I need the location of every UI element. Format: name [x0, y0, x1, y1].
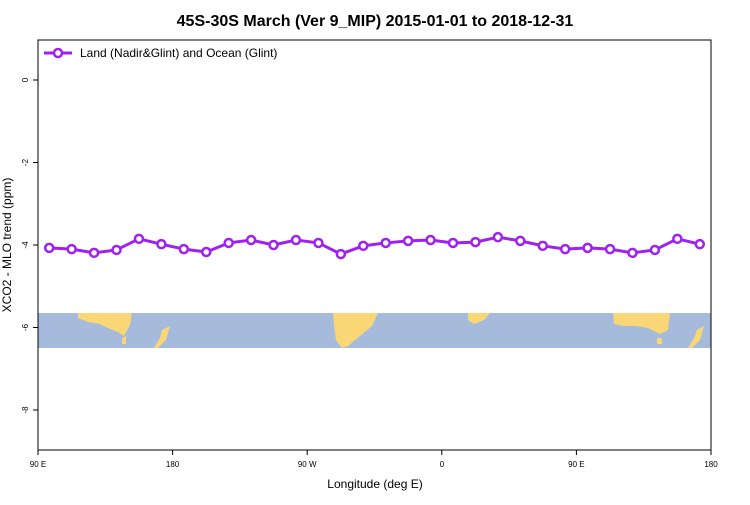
data-point: [559, 243, 571, 255]
data-point: [402, 235, 414, 247]
data-point: [178, 243, 190, 255]
data-point: [245, 234, 257, 246]
map-land: [122, 336, 126, 344]
y-tick-label: -8: [21, 406, 30, 414]
data-point: [604, 243, 616, 255]
x-tick-label: 90 E: [568, 460, 584, 469]
y-axis-label: XCO2 - MLO trend (ppm): [0, 178, 14, 313]
y-tick-label: -2: [21, 158, 30, 166]
data-point: [672, 233, 683, 245]
data-point: [380, 237, 391, 249]
y-tick-label: 0: [21, 77, 30, 82]
map-land: [613, 313, 670, 334]
y-tick-label: -4: [21, 241, 30, 249]
data-point: [627, 247, 638, 259]
data-point: [313, 237, 324, 249]
data-point: [515, 235, 526, 247]
data-point: [335, 248, 347, 260]
legend-marker: [52, 47, 64, 59]
map-land: [657, 338, 662, 344]
data-point: [111, 244, 122, 256]
data-point: [649, 244, 661, 256]
data-point: [156, 238, 167, 250]
map-land: [688, 326, 704, 348]
x-tick-label: 90 E: [30, 460, 46, 469]
data-point: [133, 233, 145, 245]
x-axis-label: Longitude (deg E): [327, 477, 422, 491]
data-point: [425, 234, 436, 246]
data-point: [492, 231, 504, 243]
data-point: [447, 237, 459, 249]
data-point: [268, 239, 279, 251]
map-land: [78, 313, 132, 336]
map-land: [468, 313, 490, 324]
data-point: [223, 237, 234, 249]
data-point: [88, 247, 100, 259]
data-point: [358, 240, 369, 252]
data-point: [43, 242, 55, 254]
data-point: [66, 243, 77, 255]
legend-label: Land (Nadir&Glint) and Ocean (Glint): [80, 46, 277, 60]
data-point: [470, 236, 481, 248]
data-point: [537, 240, 548, 252]
data-point: [694, 238, 706, 250]
x-tick-label: 180: [704, 460, 718, 469]
data-point: [201, 246, 212, 258]
map-band: [38, 313, 711, 348]
map-land: [333, 313, 378, 348]
x-tick-label: 90 W: [298, 460, 317, 469]
data-point: [290, 234, 302, 246]
x-tick-label: 0: [440, 460, 445, 469]
x-tick-label: 180: [166, 460, 180, 469]
chart-title: 45S-30S March (Ver 9_MIP) 2015-01-01 to …: [177, 13, 574, 30]
data-point: [582, 242, 593, 254]
map-land: [154, 326, 170, 348]
y-tick-label: -6: [21, 323, 30, 331]
